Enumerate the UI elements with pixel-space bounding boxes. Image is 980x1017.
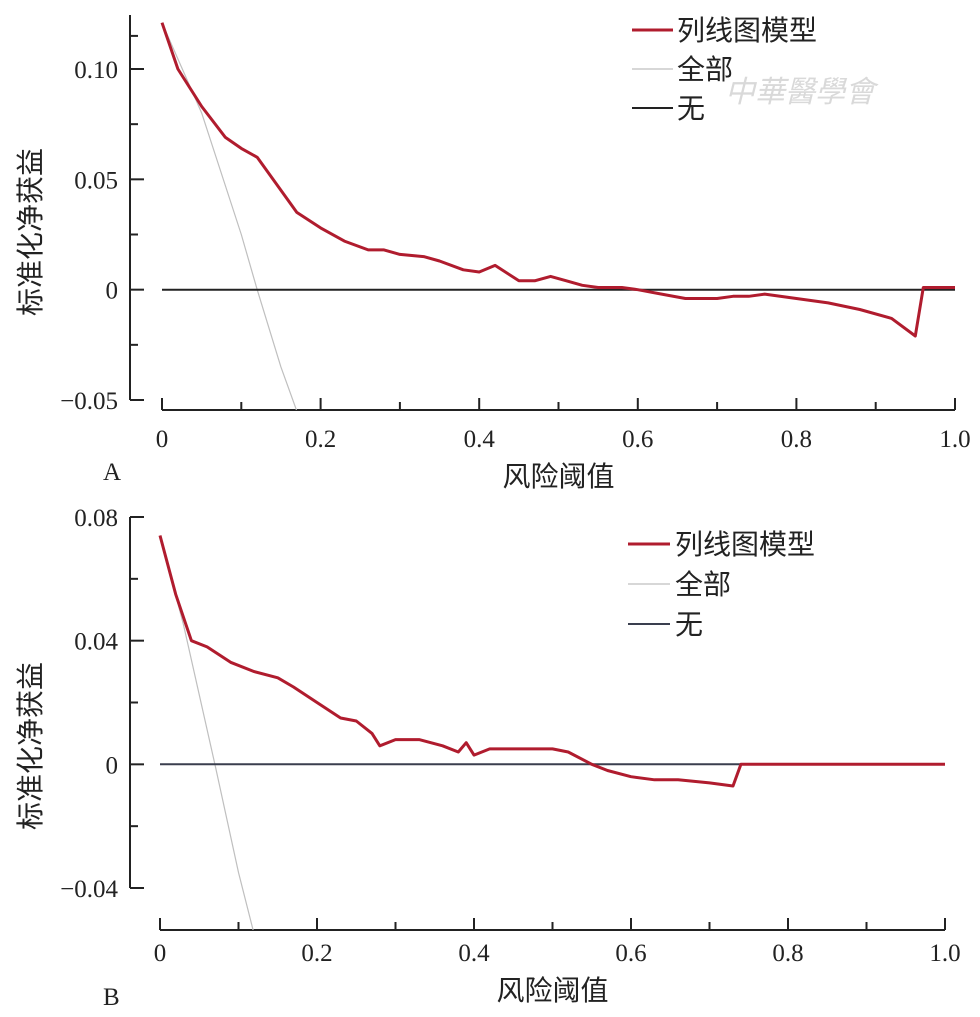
y-tick-label: 0.10 (74, 57, 118, 84)
x-tick-label: 0 (154, 940, 167, 967)
x-axis-title: 风险阈值 (502, 460, 614, 493)
series-line-model (160, 22, 955, 338)
x-tick-label: 0.4 (464, 426, 496, 453)
x-tick-label: 0.6 (622, 426, 653, 453)
x-tick-label: 1.0 (929, 940, 960, 967)
y-tick-label: −0.05 (60, 388, 118, 415)
x-tick-label: 0.2 (301, 940, 332, 967)
panel-label: B (103, 984, 120, 1011)
y-tick-label: 0.04 (74, 629, 118, 656)
y-tick-label: 0 (106, 278, 119, 305)
x-tick-label: 0.2 (305, 426, 336, 453)
watermark-text: 中華醫學會 (725, 75, 879, 110)
legend-label: 列线图模型 (675, 528, 815, 561)
series-line-model (158, 535, 945, 788)
series-line-treat-all (161, 22, 298, 410)
legend-label: 列线图模型 (677, 14, 817, 47)
legend-label: 全部 (677, 53, 733, 86)
x-tick-label: 0.6 (615, 940, 646, 967)
series-line-treat-all (159, 535, 254, 930)
chart-panel-A: −0.05 0 0.05 0.10 0 0.2 0.4 0.6 0.8 1.0 风险阈值 标准化净获益… (14, 14, 971, 493)
y-tick-label: 0 (106, 752, 119, 779)
x-tick-label: 0.8 (772, 940, 803, 967)
y-tick-label: 0.08 (74, 505, 118, 532)
x-tick-label: 0 (156, 426, 169, 453)
y-axis-title: 标准化净获益 (14, 148, 47, 316)
x-axis-title: 风险阈值 (496, 974, 608, 1007)
panel-label: A (103, 459, 121, 486)
y-tick-label: −0.04 (60, 876, 118, 903)
legend-label: 无 (675, 608, 703, 641)
y-axis-title: 标准化净获益 (14, 662, 47, 830)
legend-label: 无 (677, 92, 705, 125)
legend-label: 全部 (675, 568, 731, 601)
chart-panel-B: −0.04 0 0.04 0.08 0 0.2 0.4 0.6 0.8 1.0 风险阈值 标准化净获益… (14, 505, 961, 1011)
y-tick-label: 0.05 (74, 167, 118, 194)
x-tick-label: 1.0 (939, 426, 970, 453)
x-tick-label: 0.8 (781, 426, 812, 453)
x-tick-label: 0.4 (458, 940, 490, 967)
